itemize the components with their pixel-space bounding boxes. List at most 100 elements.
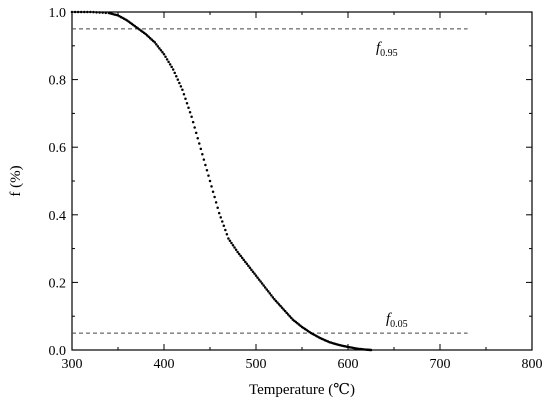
- annotation-f005-main: f: [386, 311, 392, 327]
- data-point: [369, 348, 373, 352]
- data-point: [175, 74, 178, 78]
- data-point: [173, 71, 176, 75]
- data-point: [221, 220, 224, 223]
- y-axis-ticks: 0.0 0.2 0.4 0.6 0.8 1.0: [49, 6, 532, 359]
- data-point: [207, 174, 210, 177]
- data-point: [237, 252, 241, 256]
- data-point: [187, 106, 190, 110]
- data-point: [240, 256, 244, 260]
- data-point: [208, 179, 212, 183]
- data-points: [70, 10, 373, 352]
- data-point: [153, 41, 157, 44]
- data-point: [171, 68, 175, 71]
- data-point: [204, 163, 207, 167]
- x-tick-label: 500: [246, 357, 267, 372]
- x-tick-label: 600: [338, 357, 359, 372]
- data-point: [191, 120, 195, 124]
- data-point: [260, 282, 264, 285]
- data-point: [193, 126, 196, 129]
- data-point: [225, 232, 229, 236]
- data-point: [262, 284, 265, 287]
- data-point: [256, 276, 259, 279]
- data-point: [242, 258, 245, 262]
- data-point: [79, 10, 83, 14]
- y-tick-label: 0.6: [49, 141, 67, 156]
- data-point: [283, 309, 287, 313]
- annotation-f095: f0.95: [376, 40, 398, 59]
- data-point: [213, 195, 216, 199]
- data-point: [270, 294, 273, 297]
- data-point: [251, 270, 255, 273]
- data-point: [224, 228, 227, 232]
- data-point: [170, 65, 173, 69]
- data-point: [199, 147, 203, 151]
- data-point: [277, 303, 281, 306]
- data-point: [263, 286, 267, 289]
- plot-frame: [71, 11, 533, 351]
- data-point: [188, 111, 192, 114]
- data-point: [276, 301, 279, 304]
- data-point: [227, 237, 230, 240]
- data-point: [228, 239, 232, 242]
- data-point: [265, 288, 268, 291]
- data-point: [259, 280, 262, 283]
- data-point: [219, 216, 222, 219]
- reference-lines: [72, 28, 468, 334]
- data-point: [288, 314, 291, 318]
- y-axis-title: f (%): [8, 165, 24, 196]
- data-point: [253, 272, 256, 275]
- data-point: [268, 292, 272, 295]
- data-point: [280, 306, 284, 309]
- annotation-f005: f0.05: [386, 311, 408, 330]
- data-point: [194, 131, 198, 135]
- data-point: [247, 264, 250, 268]
- x-tick-label: 400: [154, 357, 175, 372]
- data-point: [176, 78, 180, 81]
- data-point: [236, 250, 239, 254]
- data-point: [257, 278, 261, 281]
- data-point: [181, 88, 184, 91]
- data-point: [185, 102, 189, 105]
- data-point: [248, 266, 252, 269]
- data-point: [211, 190, 215, 193]
- data-point: [196, 136, 199, 140]
- data-point: [274, 299, 278, 303]
- data-point: [76, 10, 80, 14]
- data-point: [214, 201, 218, 204]
- x-axis-title: Temperature (℃): [249, 382, 355, 398]
- annotation-f095-main: f: [376, 40, 382, 56]
- data-point: [267, 290, 270, 293]
- data-point: [182, 93, 186, 96]
- data-point: [164, 55, 167, 59]
- data-point: [95, 11, 98, 14]
- x-tick-label: 800: [522, 357, 543, 372]
- data-point: [282, 308, 285, 311]
- data-point: [190, 115, 193, 119]
- data-point: [285, 311, 288, 315]
- y-tick-label: 0.0: [49, 344, 67, 359]
- data-point: [101, 11, 104, 14]
- data-point: [89, 10, 92, 14]
- data-point: [179, 85, 183, 88]
- data-point: [83, 10, 86, 14]
- x-tick-label: 300: [62, 357, 83, 372]
- data-point: [244, 260, 247, 264]
- data-point: [230, 241, 233, 245]
- data-point: [239, 254, 242, 258]
- data-point: [210, 185, 213, 188]
- data-point: [250, 268, 253, 271]
- data-point: [217, 211, 221, 215]
- annotation-f005-sub: 0.05: [390, 319, 408, 330]
- data-point: [104, 11, 107, 15]
- data-point: [161, 51, 164, 54]
- data-point: [162, 53, 166, 56]
- annotation-f095-sub: 0.95: [380, 48, 398, 59]
- data-point: [198, 142, 201, 145]
- data-point: [165, 58, 169, 61]
- x-axis-ticks: 300 400 500 600 700 800: [62, 12, 543, 372]
- data-point: [222, 224, 226, 228]
- data-point: [231, 243, 235, 247]
- data-point: [233, 246, 236, 249]
- data-point: [98, 11, 101, 14]
- data-point: [273, 298, 276, 301]
